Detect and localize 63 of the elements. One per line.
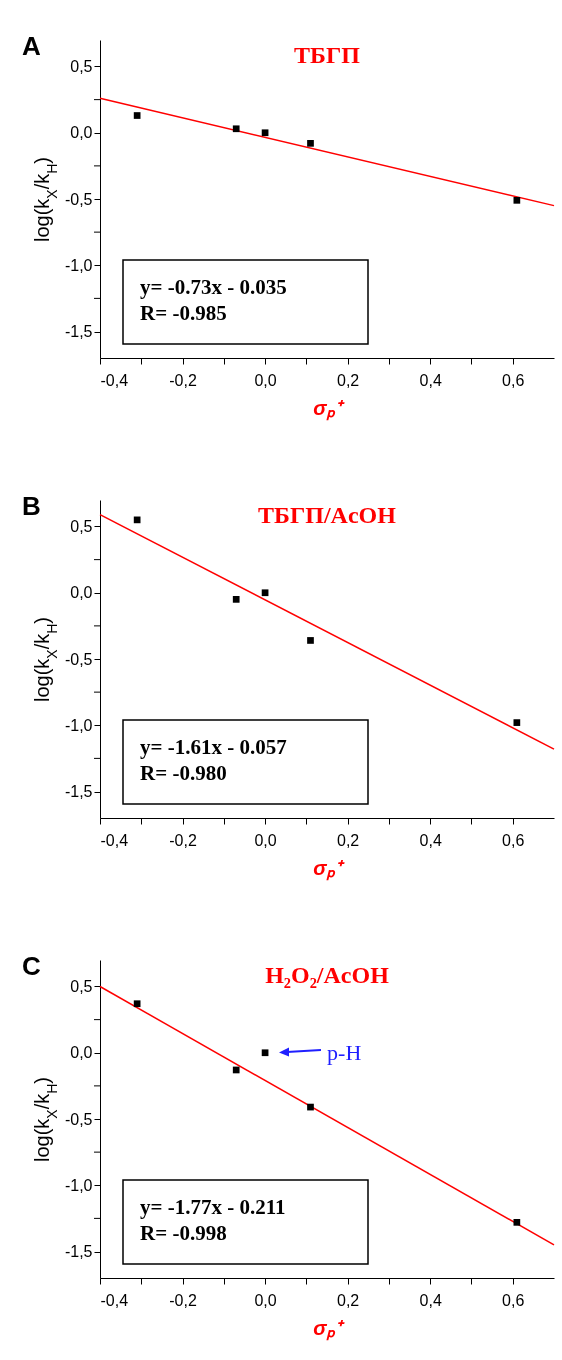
y-tick-label: 0,0 bbox=[70, 1044, 93, 1062]
chart-title: H₂O₂/AcOH bbox=[265, 962, 390, 988]
point bbox=[133, 1000, 141, 1008]
x-tick-label: 0,0 bbox=[254, 831, 277, 849]
x-tick-label: -0,4 bbox=[100, 831, 129, 849]
text: A bbox=[22, 31, 41, 61]
annotation: p-H bbox=[327, 1039, 362, 1065]
x-tick-label: -0,2 bbox=[169, 1291, 197, 1309]
x-tick-label: 0,2 bbox=[337, 831, 360, 849]
y-tick-label: 0,0 bbox=[70, 124, 93, 142]
x-axis-title: σₚ⁺ bbox=[313, 1316, 345, 1341]
x-axis-title: σₚ⁺ bbox=[313, 856, 345, 881]
y-tick-label: 0,0 bbox=[70, 584, 93, 602]
point bbox=[261, 589, 269, 597]
point bbox=[232, 1066, 240, 1074]
y-tick-label: -0,5 bbox=[64, 1110, 93, 1128]
annotation: y= -1.61x - 0.057 bbox=[140, 735, 287, 759]
y-tick-label: -1,0 bbox=[64, 716, 93, 734]
y-tick-label: -1,5 bbox=[64, 323, 93, 340]
x-tick-label: 0,0 bbox=[254, 371, 277, 389]
y-tick-label: 0,5 bbox=[70, 518, 93, 535]
chart-title: ТБГП/AcOH bbox=[258, 502, 397, 528]
point bbox=[513, 719, 521, 726]
point bbox=[232, 596, 240, 603]
x-tick-label: 0,6 bbox=[502, 831, 525, 849]
x-tick-label: 0,2 bbox=[337, 371, 360, 389]
y-tick-label: 0,5 bbox=[70, 978, 93, 995]
text: B bbox=[22, 491, 41, 521]
point bbox=[232, 125, 240, 133]
annotation: R= -0.998 bbox=[140, 1221, 227, 1245]
y-tick-label: 0,5 bbox=[70, 58, 93, 75]
y-tick-label: -0,5 bbox=[64, 650, 93, 668]
annotation: R= -0.985 bbox=[140, 301, 227, 325]
point bbox=[513, 1219, 521, 1226]
point bbox=[307, 1103, 314, 1111]
x-tick-label: -0,4 bbox=[100, 371, 129, 389]
text: C bbox=[22, 951, 41, 981]
y-tick-label: -1,0 bbox=[64, 256, 93, 274]
x-tick-label: 0,6 bbox=[502, 371, 525, 389]
x-axis-title: σₚ⁺ bbox=[313, 396, 345, 421]
y-tick-label: -0,5 bbox=[64, 190, 93, 208]
point bbox=[307, 140, 314, 147]
y-tick-label: -1,0 bbox=[64, 1176, 93, 1194]
annotation: R= -0.980 bbox=[140, 761, 227, 785]
x-tick-label: 0,0 bbox=[254, 1291, 277, 1309]
y-tick-label: -1,5 bbox=[64, 1243, 93, 1260]
x-tick-label: 0,4 bbox=[419, 371, 442, 389]
point bbox=[261, 129, 269, 137]
y-tick-label: -1,5 bbox=[64, 783, 93, 800]
x-tick-label: 0,6 bbox=[502, 1291, 525, 1309]
point bbox=[307, 637, 314, 644]
point bbox=[513, 196, 521, 204]
annotation: y= -0.73x - 0.035 bbox=[140, 275, 287, 299]
x-tick-label: 0,4 bbox=[419, 1291, 442, 1309]
x-tick-label: -0,4 bbox=[100, 1291, 129, 1309]
chart-title: ТБГП bbox=[294, 42, 361, 68]
point bbox=[133, 112, 141, 119]
x-tick-label: -0,2 bbox=[169, 371, 197, 389]
point bbox=[261, 1049, 269, 1057]
annotation: y= -1.77x - 0.211 bbox=[140, 1195, 286, 1219]
x-tick-label: -0,2 bbox=[169, 831, 197, 849]
x-tick-label: 0,4 bbox=[419, 831, 442, 849]
x-tick-label: 0,2 bbox=[337, 1291, 360, 1309]
